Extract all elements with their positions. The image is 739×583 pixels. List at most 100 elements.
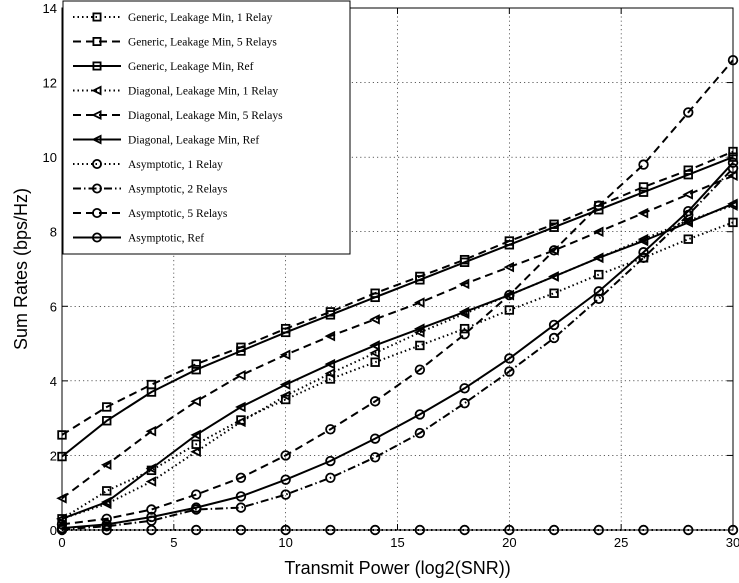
data-point [279, 390, 291, 402]
y-tick-label: 12 [43, 76, 57, 91]
legend-entry: Asymptotic, Ref [73, 232, 204, 245]
legend: Generic, Leakage Min, 1 Relay Generic, Le… [62, 0, 351, 255]
data-point [414, 427, 426, 439]
x-tick-label: 10 [278, 535, 292, 550]
data-point [369, 340, 380, 351]
data-point [235, 502, 247, 513]
data-point [638, 252, 649, 264]
legend-label: Diagonal, Leakage Min, 1 Relay [128, 86, 278, 98]
data-point [638, 159, 649, 170]
data-point [504, 353, 515, 364]
x-tick-label: 30 [726, 535, 739, 550]
data-point [369, 314, 380, 325]
legend-label: Asymptotic, 2 Relays [128, 184, 228, 196]
legend-entry: Asymptotic, 2 Relays [73, 183, 228, 196]
data-point [102, 486, 112, 496]
legend-marker [91, 85, 102, 96]
legend-entry: Generic, Leakage Min, 1 Relay [73, 12, 273, 24]
legend-entry: Asymptotic, 1 Relay [73, 158, 223, 171]
legend-marker [92, 207, 103, 218]
legend-label: Generic, Leakage Min, 1 Relay [128, 12, 273, 24]
data-point [324, 358, 336, 370]
series-line [61, 174, 734, 500]
data-point [236, 346, 246, 356]
data-point [145, 476, 157, 487]
data-point [101, 513, 112, 525]
data-point [235, 491, 247, 502]
series-line [61, 156, 734, 458]
y-tick-label: 2 [50, 448, 57, 463]
data-point [459, 398, 470, 409]
legend-entry: Asymptotic, 5 Relays [73, 207, 228, 220]
data-point [324, 330, 336, 342]
data-point [280, 327, 291, 338]
legend-label: Diagonal, Leakage Min, 5 Relays [128, 110, 283, 122]
series-line [61, 221, 734, 520]
data-point [548, 271, 559, 282]
data-point [100, 459, 112, 471]
legend-marker [91, 134, 102, 145]
data-point [504, 289, 515, 301]
data-point [324, 368, 336, 379]
data-point [146, 379, 157, 390]
legend-marker [92, 183, 103, 194]
x-tick-label: 20 [502, 535, 516, 550]
data-point [145, 425, 157, 437]
data-point [280, 489, 291, 500]
data-point [548, 332, 560, 344]
series-line [61, 162, 734, 530]
data-point [683, 206, 694, 217]
data-point [369, 452, 381, 463]
data-point [414, 409, 426, 420]
x-axis-label: Transmit Power (log2(SNR)) [284, 558, 510, 578]
data-point [548, 319, 560, 331]
legend-label: Generic, Leakage Min, Ref [128, 61, 254, 73]
data-point [415, 275, 425, 285]
data-point [637, 207, 649, 219]
data-point [369, 433, 381, 444]
data-point [638, 187, 649, 197]
data-point [325, 472, 336, 484]
series-5 [56, 170, 738, 504]
data-point [235, 370, 246, 381]
data-point [637, 235, 649, 247]
data-point [683, 169, 693, 180]
y-tick-label: 10 [43, 150, 57, 165]
data-point [459, 323, 470, 334]
data-point [549, 222, 559, 232]
data-point [592, 252, 604, 264]
series-10 [56, 157, 739, 534]
data-point [593, 286, 605, 297]
legend-marker [92, 61, 102, 71]
y-tick-label: 8 [50, 225, 57, 240]
legend-box [62, 0, 351, 255]
legend-label: Generic, Leakage Min, 5 Relays [128, 37, 277, 49]
data-point [325, 455, 336, 467]
data-point [503, 261, 515, 273]
series-line [61, 59, 734, 526]
x-tick-label: 0 [58, 535, 65, 550]
data-point [280, 450, 291, 461]
data-point [190, 446, 201, 457]
data-point [369, 396, 381, 407]
legend-marker [92, 12, 102, 22]
data-point [638, 247, 649, 258]
data-point [235, 401, 246, 413]
x-tick-label: 25 [614, 535, 628, 550]
data-point [279, 379, 291, 390]
y-tick-label: 4 [50, 374, 57, 389]
data-point [459, 329, 470, 340]
data-point [370, 357, 380, 367]
data-point [415, 340, 425, 351]
data-point [504, 240, 515, 250]
data-point [102, 402, 112, 412]
data-point [682, 217, 693, 228]
legend-entry: Generic, Leakage Min, 5 Relays [73, 37, 277, 49]
data-point [414, 297, 425, 308]
data-point [101, 519, 112, 530]
data-point [459, 257, 470, 267]
data-point [548, 245, 560, 256]
data-point [370, 292, 380, 303]
data-point [190, 489, 202, 500]
